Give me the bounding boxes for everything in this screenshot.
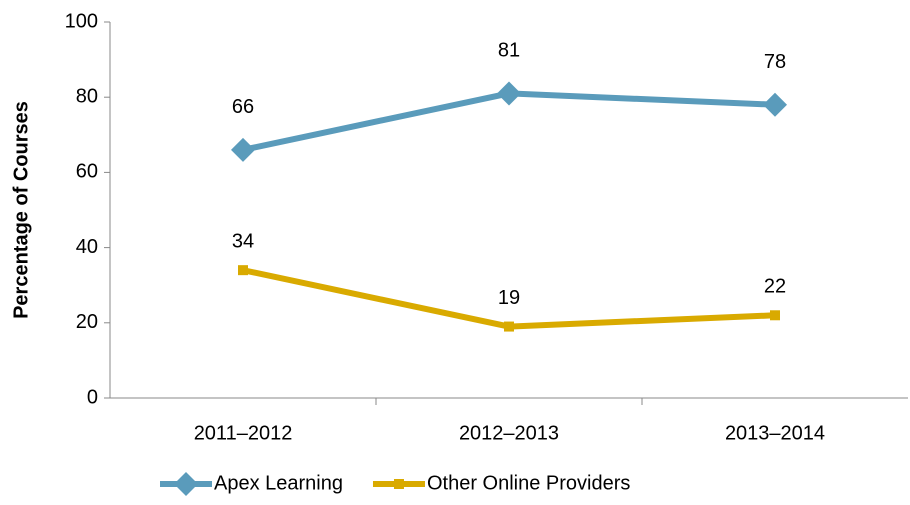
y-tick-label: 40 xyxy=(76,236,98,258)
y-tick-label: 0 xyxy=(87,386,98,408)
point-marker xyxy=(763,92,787,117)
legend-label: Apex Learning xyxy=(214,472,343,494)
legend-marker xyxy=(174,472,198,496)
data-label: 78 xyxy=(764,51,786,73)
data-label: 34 xyxy=(232,230,254,252)
data-label: 19 xyxy=(498,287,520,309)
x-tick-label: 2013–2014 xyxy=(725,422,825,444)
data-label: 22 xyxy=(764,276,786,298)
point-marker xyxy=(231,137,255,162)
data-label: 66 xyxy=(232,96,254,118)
legend-marker xyxy=(393,479,404,489)
legend-label: Other Online Providers xyxy=(427,472,630,494)
data-label: 81 xyxy=(498,40,520,62)
y-tick-label: 60 xyxy=(76,161,98,183)
point-marker xyxy=(238,265,248,276)
y-tick-label: 80 xyxy=(76,85,98,107)
point-marker xyxy=(497,81,521,106)
point-marker xyxy=(504,321,514,332)
point-marker xyxy=(770,310,780,321)
y-tick-label: 100 xyxy=(65,10,98,32)
y-axis-label: Percentage of Courses xyxy=(10,101,32,319)
x-tick-label: 2012–2013 xyxy=(459,422,559,444)
y-tick-label: 20 xyxy=(76,311,98,333)
x-tick-label: 2011–2012 xyxy=(194,422,293,444)
